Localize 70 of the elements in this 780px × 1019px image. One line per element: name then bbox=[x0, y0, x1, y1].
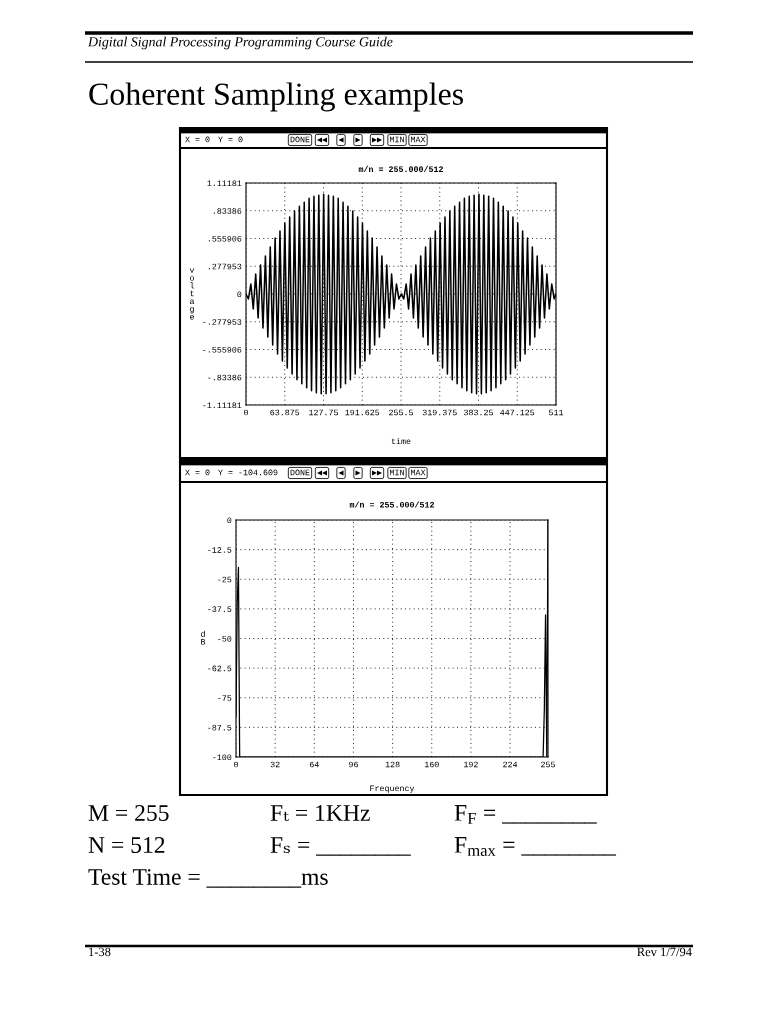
x-tick-label: 64 bbox=[309, 761, 319, 768]
text: ◀◀ bbox=[317, 137, 327, 143]
y-tick-label: -62.5 bbox=[208, 665, 232, 672]
x-tick-label: 128 bbox=[385, 761, 400, 768]
text: ◀ bbox=[338, 470, 344, 476]
y-tick-label: -37.5 bbox=[208, 606, 232, 612]
text: ◀◀ bbox=[317, 470, 327, 476]
text: M = 255 bbox=[88, 805, 169, 821]
x-axis-title: Frequency bbox=[370, 785, 415, 793]
y-tick-label: -50 bbox=[218, 635, 232, 642]
text: Test Time = ________ms bbox=[88, 869, 328, 888]
x-tick-label: 319.375 bbox=[422, 409, 457, 416]
text: ▶▶ bbox=[372, 137, 382, 143]
text: F$_{F}$ = ________ bbox=[454, 805, 597, 824]
text: ◀ bbox=[338, 137, 344, 143]
x-tick-label: 191.625 bbox=[345, 409, 380, 416]
text: MAX bbox=[411, 469, 426, 476]
x-tick-label: 63.875 bbox=[270, 409, 300, 416]
y-tick-label: -1.11181 bbox=[203, 402, 242, 409]
text: Y = -104.609 bbox=[218, 469, 278, 476]
text: Digital Signal Processing Programming Course Guide bbox=[87, 36, 393, 50]
y-tick-label: -.277953 bbox=[203, 319, 242, 325]
text: Fₜ = 1KHz bbox=[270, 805, 370, 821]
y-tick-label: .277953 bbox=[208, 263, 242, 270]
x-tick-label: 224 bbox=[503, 761, 518, 768]
x-axis-title: time bbox=[391, 438, 411, 445]
text: X = 0 bbox=[185, 469, 210, 476]
y-tick-label: -75 bbox=[218, 695, 232, 701]
text: MAX bbox=[411, 136, 426, 143]
text: F$_{max}$ = ________ bbox=[454, 837, 617, 856]
text: 1-38 bbox=[89, 947, 111, 957]
text: ▶ bbox=[355, 470, 361, 476]
y-tick-label: -87.5 bbox=[208, 724, 232, 731]
text: DONE bbox=[290, 469, 310, 476]
x-tick-label: 383.25 bbox=[464, 409, 493, 416]
text: MIN bbox=[390, 136, 404, 143]
y-axis-title: dB bbox=[201, 630, 206, 645]
text: N = 512 bbox=[88, 837, 165, 853]
text: Rev 1/7/94 bbox=[637, 947, 692, 957]
x-tick-label: 96 bbox=[349, 761, 358, 768]
y-tick-label: -.555906 bbox=[203, 346, 242, 353]
chart-title: m/n = 255.000/512 bbox=[349, 501, 435, 508]
chart-title: m/n = 255.000/512 bbox=[358, 165, 444, 172]
x-tick-label: 255 bbox=[541, 761, 555, 768]
y-tick-label: 1.11181 bbox=[207, 180, 242, 187]
x-tick-label: 192 bbox=[464, 761, 478, 768]
x-tick-label: 127.75 bbox=[309, 409, 338, 416]
text: ▶ bbox=[355, 137, 361, 143]
text: DONE bbox=[290, 136, 310, 143]
x-tick-label: 0 bbox=[244, 409, 248, 416]
x-tick-label: 32 bbox=[270, 761, 280, 768]
y-tick-label: -100 bbox=[213, 754, 232, 761]
text: X = 0 bbox=[185, 136, 210, 143]
y-tick-label: .83386 bbox=[213, 208, 242, 214]
y-tick-label: 0 bbox=[237, 291, 242, 298]
y-tick-label: -.83386 bbox=[208, 374, 242, 381]
text: ▶▶ bbox=[372, 470, 382, 476]
y-axis-title: voltage bbox=[189, 268, 195, 320]
text: Y = 0 bbox=[218, 136, 243, 143]
x-tick-label: 160 bbox=[424, 761, 439, 768]
y-tick-label: 0 bbox=[227, 517, 232, 524]
text: Fₛ = ________ bbox=[270, 837, 411, 856]
x-tick-label: 255.5 bbox=[389, 409, 413, 416]
x-tick-label: 511 bbox=[549, 409, 564, 416]
y-tick-label: -12.5 bbox=[208, 547, 232, 553]
y-tick-label: -25 bbox=[218, 576, 232, 583]
x-tick-label: 447.125 bbox=[500, 409, 535, 416]
text: MIN bbox=[390, 469, 404, 476]
y-tick-label: .555906 bbox=[208, 235, 242, 242]
text: Coherent Sampling examples bbox=[89, 82, 463, 112]
